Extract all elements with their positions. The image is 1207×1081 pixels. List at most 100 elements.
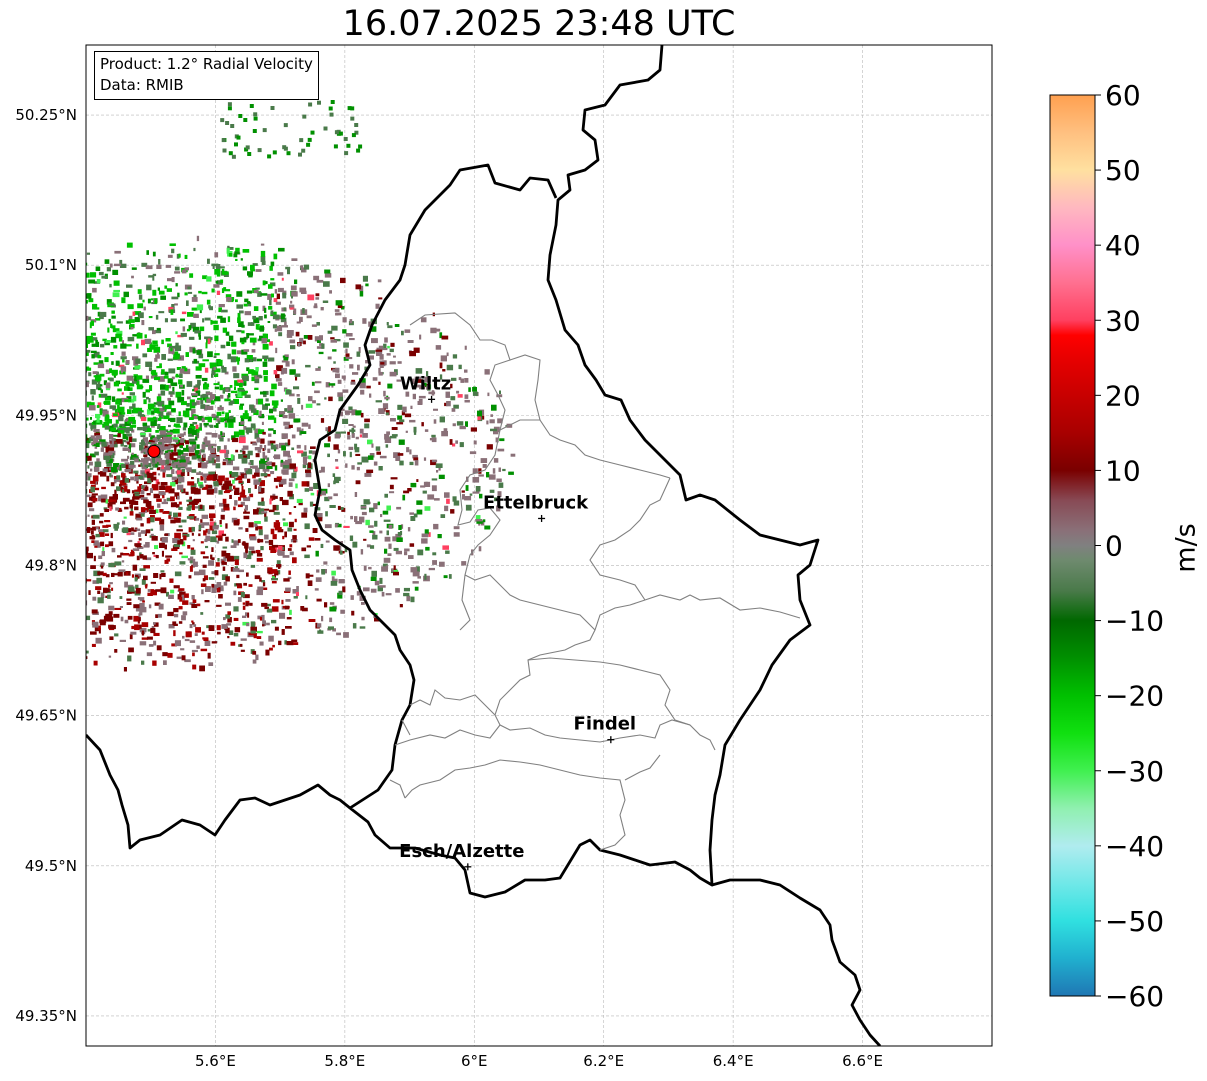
velocity-pixel [141,622,149,628]
velocity-pixel [93,351,100,358]
velocity-pixel [209,364,217,369]
velocity-pixel [204,600,210,603]
velocity-pixel [420,317,427,323]
velocity-pixel [233,520,240,526]
velocity-pixel [211,263,219,267]
velocity-pixel [196,304,204,311]
velocity-pixel [323,281,330,287]
velocity-pixel [409,419,416,423]
velocity-pixel [110,427,116,432]
velocity-pixel [141,637,149,640]
velocity-pixel [345,463,348,468]
velocity-pixel [317,340,321,343]
velocity-pixel [191,297,198,302]
velocity-pixel [142,378,150,383]
velocity-pixel [264,534,269,540]
velocity-pixel [283,465,290,469]
velocity-pixel [350,515,353,520]
velocity-pixel [91,609,98,614]
velocity-pixel [71,660,76,663]
velocity-pixel [130,631,137,635]
velocity-pixel [105,613,112,619]
velocity-pixel [79,477,82,483]
velocity-pixel [344,151,349,156]
velocity-pixel [173,354,180,360]
velocity-pixel [81,560,85,563]
velocity-pixel [175,342,179,347]
velocity-pixel [226,341,231,346]
velocity-pixel [232,479,235,484]
velocity-pixel [450,396,456,401]
velocity-pixel [193,358,198,364]
velocity-pixel [123,291,129,298]
velocity-pixel [242,266,248,271]
velocity-pixel [92,443,99,447]
velocity-pixel [314,303,318,307]
velocity-pixel [279,497,283,502]
velocity-pixel [218,490,223,495]
velocity-pixel [112,441,118,448]
velocity-pixel [113,476,118,480]
velocity-pixel [122,553,130,556]
city-label: Wiltz [400,373,451,394]
velocity-pixel [77,578,81,582]
velocity-pixel [359,516,365,523]
velocity-pixel [124,399,132,402]
velocity-pixel [80,279,86,283]
velocity-pixel [89,461,93,466]
velocity-pixel [228,335,234,341]
velocity-pixel [121,351,126,356]
product-label: Product: 1.2° Radial Velocity [100,55,313,73]
velocity-pixel [499,390,501,394]
velocity-pixel [413,426,417,433]
velocity-pixel [118,364,125,368]
velocity-pixel [145,501,152,507]
velocity-pixel [161,537,168,543]
velocity-pixel [225,388,229,392]
velocity-pixel [191,532,194,536]
velocity-pixel [253,317,260,324]
velocity-pixel [335,312,342,316]
velocity-pixel [346,143,351,148]
velocity-pixel [355,284,362,290]
velocity-pixel [232,567,240,572]
velocity-pixel [245,549,248,554]
velocity-pixel [266,622,270,626]
velocity-pixel [159,524,165,531]
velocity-pixel [453,404,459,409]
velocity-pixel [177,589,183,592]
velocity-pixel [190,485,196,490]
velocity-pixel [117,404,120,410]
velocity-pixel [398,439,405,445]
velocity-pixel [138,294,143,300]
velocity-pixel [153,407,160,414]
velocity-pixel [130,327,134,330]
velocity-pixel [248,271,253,278]
velocity-pixel [445,391,450,398]
velocity-pixel [124,581,128,588]
velocity-pixel [407,527,411,532]
velocity-pixel [223,445,227,450]
velocity-pixel [351,379,356,384]
velocity-pixel [259,480,265,487]
velocity-pixel [79,457,84,462]
velocity-pixel [229,494,232,499]
velocity-pixel [342,329,347,334]
velocity-pixel [129,392,135,396]
velocity-pixel [86,475,89,481]
velocity-pixel [236,574,240,579]
velocity-pixel [186,300,189,306]
velocity-pixel [100,393,108,398]
velocity-pixel [93,540,99,546]
velocity-pixel [130,500,137,505]
lat-tick-label: 49.65°N [15,707,77,725]
velocity-pixel [243,497,251,502]
velocity-pixel [117,572,123,577]
velocity-pixel [206,460,209,464]
velocity-pixel [116,330,123,336]
velocity-pixel [227,617,232,623]
velocity-pixel [351,610,355,616]
velocity-pixel [333,444,339,450]
velocity-pixel [205,545,209,549]
velocity-pixel [98,271,104,276]
